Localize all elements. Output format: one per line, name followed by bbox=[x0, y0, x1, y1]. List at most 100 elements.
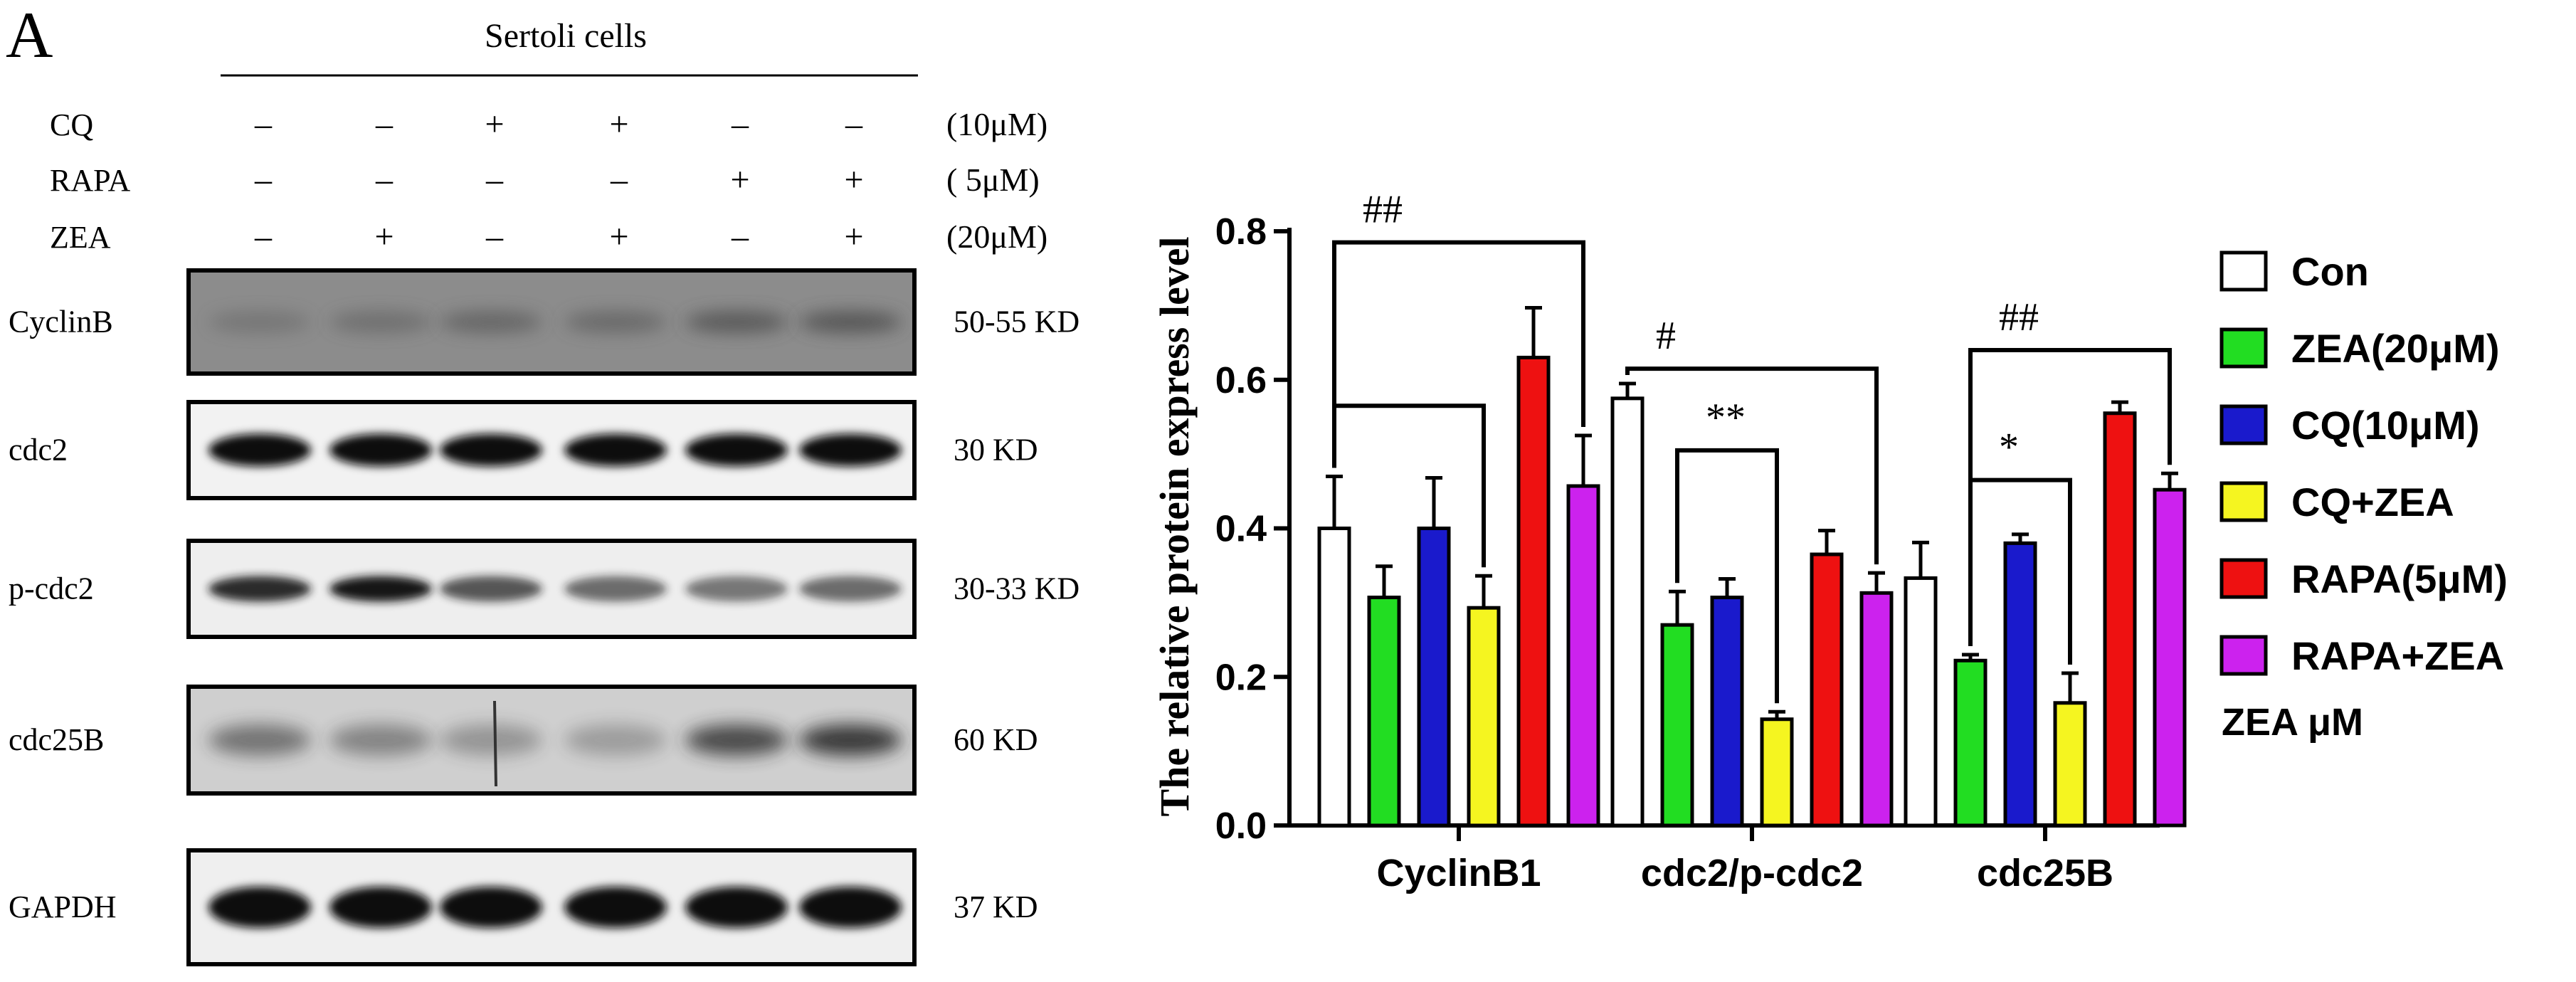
blot-row-cdc2: cdc2 30 KD bbox=[9, 400, 1038, 500]
bar-rapa-zea bbox=[1859, 591, 1894, 828]
y-tick-label: 0.4 bbox=[1215, 509, 1267, 550]
bar-rapa-zea bbox=[2153, 487, 2187, 828]
blot-band bbox=[799, 724, 902, 756]
blot-row-cyclinb: CyclinB 50-55 KD bbox=[9, 268, 1080, 376]
blot-row-p-cdc2: p-cdc2 30-33 KD bbox=[9, 539, 1080, 639]
legend-label: CQ(10μM) bbox=[2291, 403, 2480, 448]
treatment-sign: + bbox=[374, 218, 394, 255]
bar-cq-10-m- bbox=[1417, 527, 1451, 828]
blot-band bbox=[440, 433, 542, 467]
legend-label: RAPA+ZEA bbox=[2291, 633, 2504, 678]
blot-band bbox=[564, 887, 667, 928]
x-tick-label: cdc25B bbox=[1977, 852, 2113, 894]
blot-row-cdc25b: cdc25B 60 KD bbox=[9, 685, 1038, 796]
significance-bracket bbox=[1332, 240, 1585, 468]
band-label: GAPDH bbox=[9, 889, 117, 924]
treatment-concentration: ( 5μM) bbox=[946, 162, 1040, 198]
blot-band bbox=[440, 724, 542, 756]
blot-band bbox=[685, 576, 788, 602]
blot-band bbox=[208, 311, 311, 333]
band-kd: 30 KD bbox=[954, 433, 1038, 468]
bar-rapa-5-m- bbox=[2103, 411, 2137, 828]
bar-rapa-zea bbox=[1566, 484, 1600, 828]
y-tick-label: 0.8 bbox=[1215, 211, 1267, 253]
treatment-rows: CQ – – + + – – (10μM) RAPA – – – – + + ( 5μM) ZEA – + – + – + (… bbox=[50, 105, 1047, 255]
blot-band bbox=[329, 576, 432, 602]
band-label: cdc25B bbox=[9, 722, 104, 757]
treatment-sign: – bbox=[731, 218, 749, 255]
blot-band bbox=[799, 433, 902, 467]
treatment-sign: + bbox=[609, 105, 628, 143]
bar-con bbox=[1317, 527, 1351, 828]
legend-label: CQ+ZEA bbox=[2291, 480, 2454, 524]
bar-zea-20-m- bbox=[1953, 658, 1988, 828]
significance-bracket bbox=[1625, 366, 1879, 565]
legend-swatch bbox=[2219, 481, 2268, 522]
band-label: cdc2 bbox=[9, 433, 68, 468]
blot-band bbox=[685, 433, 788, 467]
treatment-name: RAPA bbox=[50, 163, 131, 198]
blot-scratch bbox=[493, 700, 497, 787]
blot-band bbox=[564, 576, 667, 602]
treatment-sign: – bbox=[485, 161, 504, 199]
blot-band bbox=[564, 433, 667, 467]
bar-cq-10-m- bbox=[1710, 596, 1744, 828]
blot-band bbox=[564, 311, 667, 333]
band-kd: 30-33 KD bbox=[954, 571, 1080, 606]
y-tick-label: 0.6 bbox=[1215, 360, 1267, 401]
bar-zea-20-m- bbox=[1660, 623, 1694, 828]
blot-band bbox=[329, 887, 432, 928]
blot-band bbox=[685, 311, 788, 333]
treatment-sign: + bbox=[485, 105, 504, 143]
blot-band bbox=[799, 311, 902, 333]
significance-label: ## bbox=[1363, 188, 1403, 232]
treatment-name: CQ bbox=[50, 107, 93, 142]
significance-label: ** bbox=[1706, 396, 1746, 440]
band-kd: 50-55 KD bbox=[954, 305, 1080, 339]
blot-band bbox=[799, 887, 902, 928]
legend-swatch bbox=[2219, 404, 2268, 445]
treatment-concentration: (20μM) bbox=[946, 218, 1047, 255]
bar-zea-20-m- bbox=[1367, 596, 1401, 828]
legend-label: ZEA(20μM) bbox=[2291, 326, 2500, 371]
blot-band bbox=[329, 311, 432, 333]
bar-cq-zea bbox=[1760, 717, 1794, 828]
treatment-sign: – bbox=[254, 161, 273, 199]
significance-bracket bbox=[1675, 448, 1779, 704]
blot-band bbox=[208, 887, 311, 928]
blot-band bbox=[799, 576, 902, 602]
band-label: CyclinB bbox=[9, 305, 113, 339]
blot-band bbox=[329, 433, 432, 467]
blot-bands: CyclinB 50-55 KD cdc2 30 KD p-cdc2 30-33 KD cd… bbox=[9, 268, 1080, 966]
legend-swatch bbox=[2219, 327, 2268, 369]
legend-note: ZEA μM bbox=[2222, 701, 2363, 744]
treatment-sign: – bbox=[254, 218, 273, 255]
bar-con bbox=[1904, 576, 1938, 828]
band-label: p-cdc2 bbox=[9, 571, 94, 606]
x-tick-label: CyclinB1 bbox=[1376, 852, 1541, 894]
significance-bracket bbox=[1332, 403, 1486, 568]
blot-header: Sertoli cells bbox=[485, 17, 647, 55]
bar-cq-10-m- bbox=[2003, 541, 2037, 828]
legend-swatch bbox=[2219, 558, 2268, 599]
band-kd: 60 KD bbox=[954, 722, 1038, 757]
bar-con bbox=[1610, 396, 1645, 828]
treatment-sign: – bbox=[485, 218, 504, 255]
blot-band bbox=[440, 576, 542, 602]
treatment-sign: – bbox=[375, 105, 394, 143]
panel-label: A bbox=[6, 0, 53, 71]
treatment-sign: – bbox=[610, 161, 628, 199]
treatment-sign: – bbox=[731, 105, 749, 143]
band-kd: 37 KD bbox=[954, 889, 1038, 924]
significance-bracket bbox=[1968, 477, 2072, 665]
treatment-sign: + bbox=[844, 218, 863, 255]
blot-band bbox=[685, 887, 788, 928]
y-tick-label: 0.0 bbox=[1215, 806, 1267, 847]
blot-band bbox=[208, 576, 311, 602]
significance-label: ## bbox=[1999, 295, 2039, 339]
bar-cq-zea bbox=[2053, 701, 2087, 828]
blot-frame bbox=[186, 268, 917, 376]
significance-label: # bbox=[1656, 314, 1676, 358]
western-blot-panel: A Sertoli cells CQ – – + + – – (10μM) RAPA – – – – + +… bbox=[6, 0, 1080, 966]
bar-cq-zea bbox=[1467, 606, 1501, 828]
